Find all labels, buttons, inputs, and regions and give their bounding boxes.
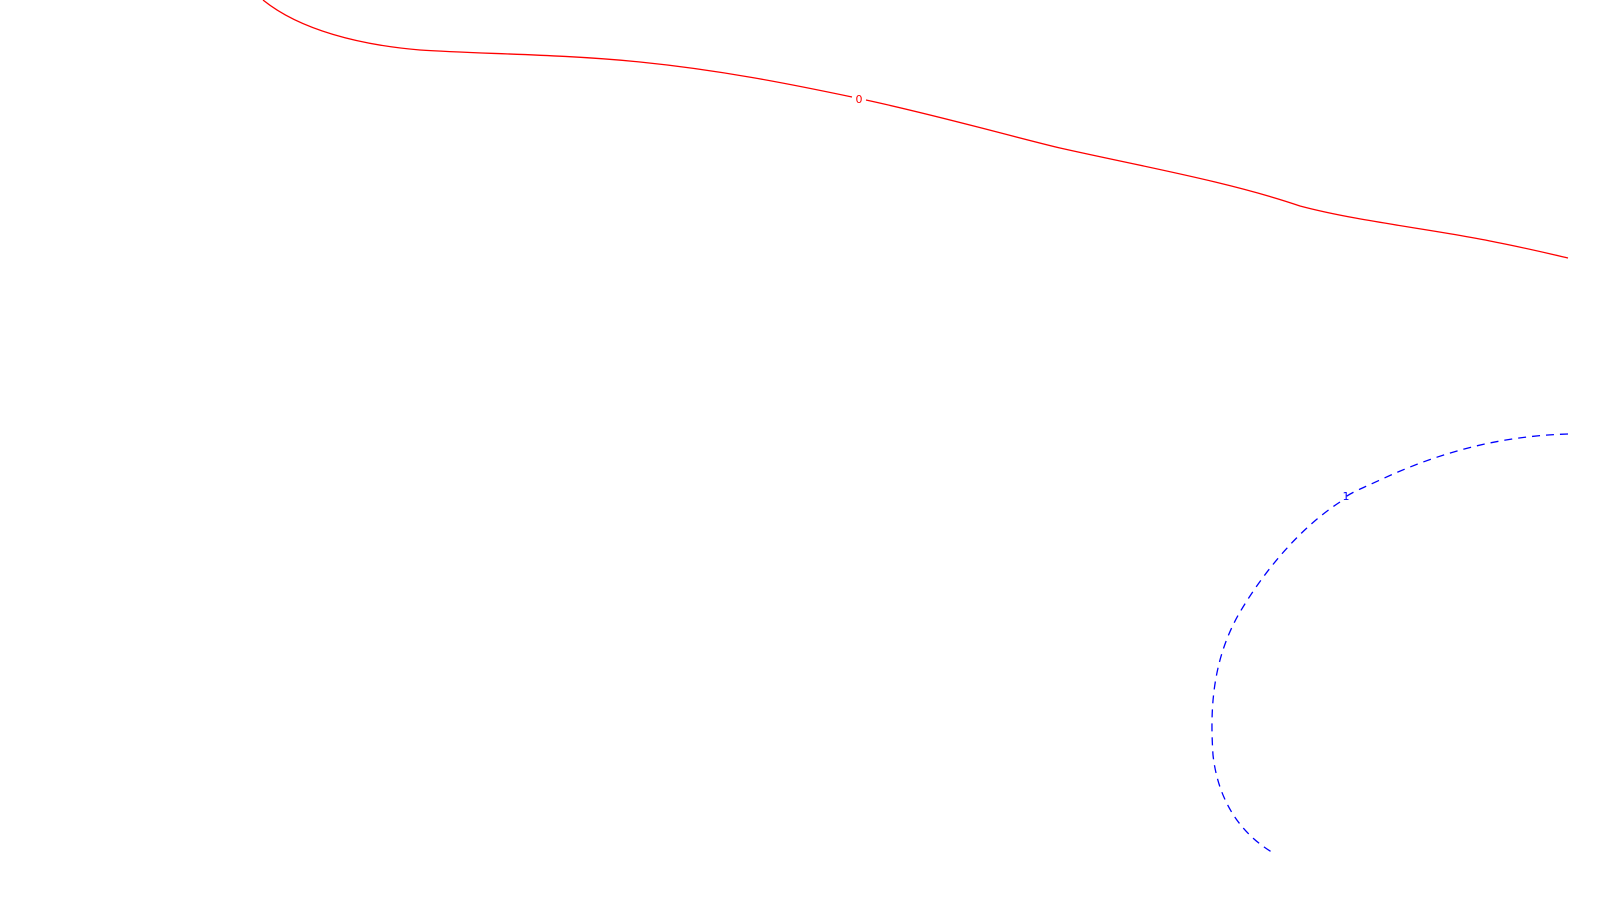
contour-label-0: 0 <box>856 93 863 106</box>
contour-line-0 <box>262 0 1569 259</box>
contour-label-1: 1 <box>1343 490 1350 503</box>
contour-line-1 <box>1211 433 1569 855</box>
